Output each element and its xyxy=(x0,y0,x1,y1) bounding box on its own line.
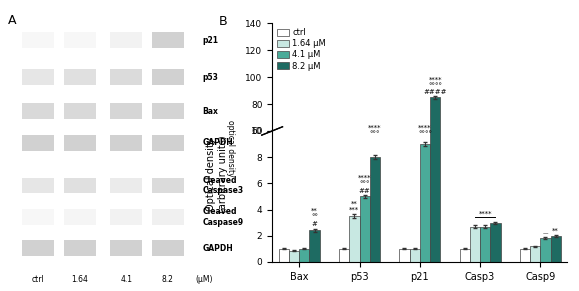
Bar xyxy=(370,201,380,212)
Bar xyxy=(551,209,561,212)
Bar xyxy=(64,69,96,85)
Bar xyxy=(110,32,142,48)
Bar xyxy=(530,246,540,262)
Bar xyxy=(152,69,184,85)
Text: 4.1: 4.1 xyxy=(120,275,132,284)
Bar xyxy=(278,249,289,262)
Bar xyxy=(349,216,360,262)
Bar xyxy=(110,240,142,256)
Text: (μM): (μM) xyxy=(196,275,213,284)
Bar xyxy=(152,209,184,225)
Text: Cleaved
Caspase9: Cleaved Caspase9 xyxy=(203,207,244,227)
Text: —: — xyxy=(543,232,548,237)
Bar xyxy=(64,32,96,48)
Bar xyxy=(22,104,54,119)
Bar xyxy=(430,97,440,212)
Bar xyxy=(490,223,500,262)
Text: A: A xyxy=(8,14,17,27)
Bar xyxy=(64,104,96,119)
Bar xyxy=(480,226,490,262)
Text: **: ** xyxy=(552,228,559,234)
Bar xyxy=(22,209,54,225)
Bar xyxy=(420,144,430,262)
Text: ****
°°°: **** °°° xyxy=(368,124,382,137)
Bar xyxy=(520,249,530,262)
Bar xyxy=(152,32,184,48)
Bar xyxy=(64,240,96,256)
Bar xyxy=(349,207,360,212)
Bar xyxy=(64,135,96,150)
Bar xyxy=(490,208,500,212)
Bar xyxy=(460,249,470,262)
Bar xyxy=(310,230,320,262)
Bar xyxy=(460,210,470,212)
Text: Bax: Bax xyxy=(203,107,218,116)
Bar xyxy=(470,226,480,262)
Text: GAPDH: GAPDH xyxy=(203,138,233,147)
Bar xyxy=(430,0,440,262)
Bar xyxy=(540,209,551,212)
Bar xyxy=(110,104,142,119)
Text: GAPDH: GAPDH xyxy=(203,244,233,253)
Bar xyxy=(22,32,54,48)
Bar xyxy=(289,211,299,212)
Text: ****
°°°°
####: **** °°°° #### xyxy=(423,76,447,95)
Text: B: B xyxy=(219,15,228,28)
Bar xyxy=(360,205,370,212)
Bar xyxy=(152,135,184,150)
Bar xyxy=(110,69,142,85)
Bar xyxy=(470,208,480,212)
Bar xyxy=(22,240,54,256)
Text: p21: p21 xyxy=(203,36,219,45)
Bar xyxy=(152,178,184,193)
Bar xyxy=(409,210,420,212)
Bar xyxy=(480,208,490,212)
Text: ****
°°°
##: **** °°° ## xyxy=(358,175,371,194)
Text: **
***: ** *** xyxy=(349,201,360,213)
Bar xyxy=(400,249,409,262)
Bar xyxy=(110,209,142,225)
Bar xyxy=(64,178,96,193)
Text: Optical density
(arbitrary units): Optical density (arbitrary units) xyxy=(206,136,228,213)
Text: ctrl: ctrl xyxy=(32,275,45,284)
Text: optical density: optical density xyxy=(226,120,235,177)
Bar xyxy=(420,200,430,212)
Bar xyxy=(289,251,299,262)
Bar xyxy=(64,209,96,225)
Bar xyxy=(540,238,551,262)
Bar xyxy=(360,196,370,262)
Bar xyxy=(152,240,184,256)
Bar xyxy=(520,210,530,212)
Legend: ctrl, 1.64 μM, 4.1 μM, 8.2 μM: ctrl, 1.64 μM, 4.1 μM, 8.2 μM xyxy=(276,27,327,71)
Bar xyxy=(409,249,420,262)
Bar xyxy=(370,157,380,262)
Bar xyxy=(110,178,142,193)
Text: **
°°
#: ** °° # xyxy=(311,208,318,227)
Bar xyxy=(299,249,310,262)
Bar xyxy=(152,104,184,119)
Bar xyxy=(22,69,54,85)
Bar xyxy=(310,208,320,212)
Bar xyxy=(530,210,540,212)
Text: 1.64: 1.64 xyxy=(71,275,89,284)
Text: ****
°°°°: **** °°°° xyxy=(418,124,432,137)
Bar xyxy=(400,210,409,212)
Text: p53: p53 xyxy=(203,73,218,81)
Bar xyxy=(22,178,54,193)
Bar xyxy=(22,135,54,150)
Bar xyxy=(278,210,289,212)
Bar xyxy=(299,210,310,212)
Bar xyxy=(110,135,142,150)
Text: ****: **** xyxy=(478,211,492,217)
Bar xyxy=(339,249,349,262)
Bar xyxy=(339,210,349,212)
Text: 8.2: 8.2 xyxy=(162,275,174,284)
Bar xyxy=(551,236,561,262)
Text: Cleaved
Caspase3: Cleaved Caspase3 xyxy=(203,176,244,195)
